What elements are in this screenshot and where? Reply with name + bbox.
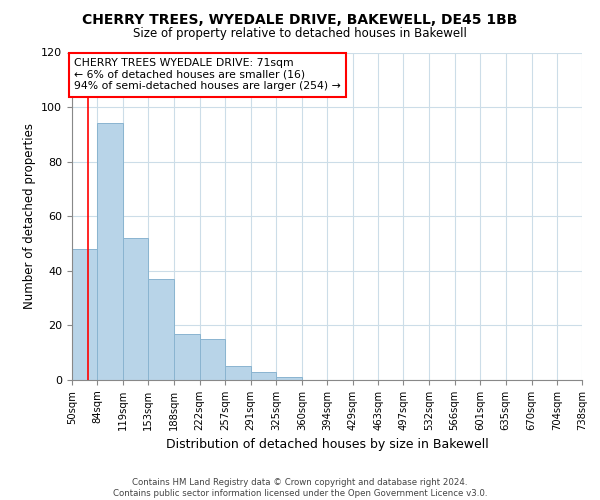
Bar — [251, 372, 276, 380]
Bar — [123, 238, 148, 380]
Bar — [148, 279, 174, 380]
Bar — [174, 334, 199, 380]
Bar — [72, 249, 97, 380]
Text: Contains HM Land Registry data © Crown copyright and database right 2024.
Contai: Contains HM Land Registry data © Crown c… — [113, 478, 487, 498]
Text: CHERRY TREES WYEDALE DRIVE: 71sqm
← 6% of detached houses are smaller (16)
94% o: CHERRY TREES WYEDALE DRIVE: 71sqm ← 6% o… — [74, 58, 341, 91]
Y-axis label: Number of detached properties: Number of detached properties — [23, 123, 35, 309]
Bar — [276, 378, 302, 380]
Bar — [199, 339, 226, 380]
Text: CHERRY TREES, WYEDALE DRIVE, BAKEWELL, DE45 1BB: CHERRY TREES, WYEDALE DRIVE, BAKEWELL, D… — [82, 12, 518, 26]
X-axis label: Distribution of detached houses by size in Bakewell: Distribution of detached houses by size … — [166, 438, 488, 452]
Bar — [97, 124, 123, 380]
Text: Size of property relative to detached houses in Bakewell: Size of property relative to detached ho… — [133, 28, 467, 40]
Bar — [226, 366, 251, 380]
